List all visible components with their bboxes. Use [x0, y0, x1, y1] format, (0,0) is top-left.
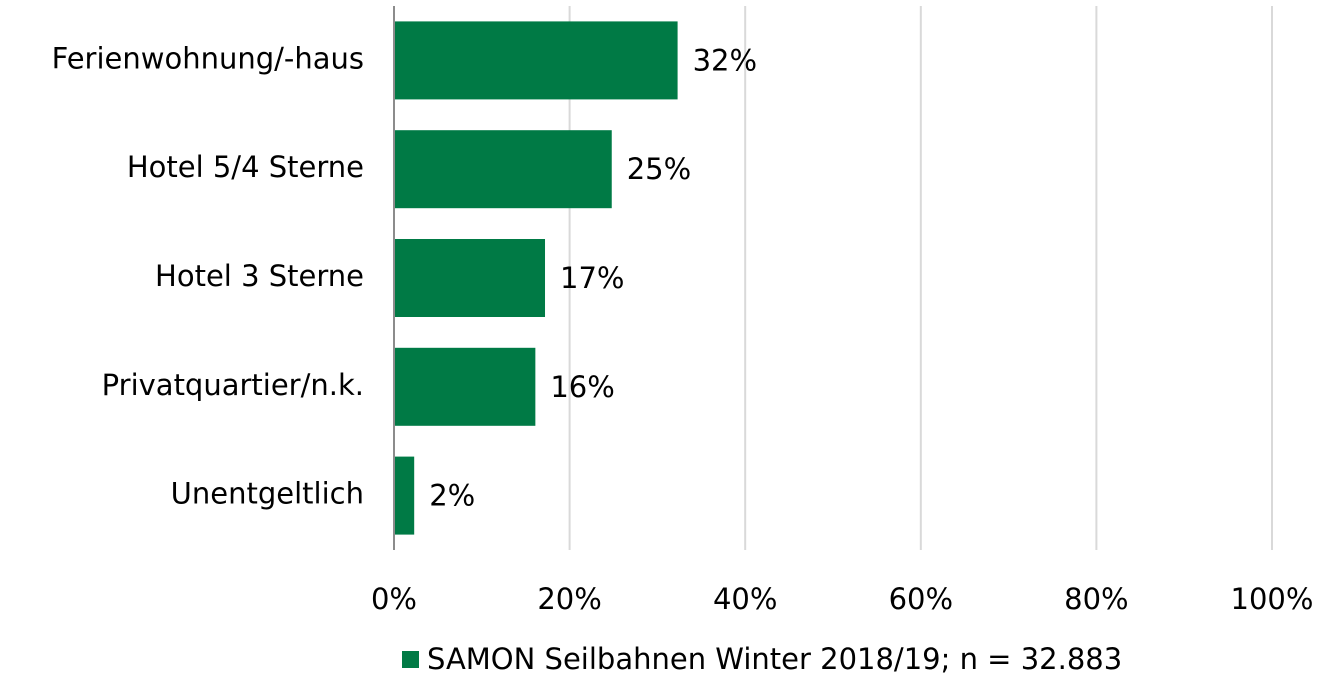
legend-swatch — [402, 651, 419, 668]
data-label: 17% — [560, 261, 624, 295]
x-tick-label: 0% — [371, 582, 417, 616]
y-tick-label: Unentgeltlich — [171, 477, 364, 511]
data-label: 25% — [627, 152, 691, 186]
y-tick-label: Hotel 3 Sterne — [155, 259, 364, 293]
data-label: 16% — [550, 370, 614, 404]
bar — [394, 456, 415, 535]
x-tick-label: 60% — [889, 582, 953, 616]
x-tick-label: 100% — [1231, 582, 1314, 616]
y-tick-label: Privatquartier/n.k. — [102, 368, 364, 402]
bar — [394, 21, 678, 100]
bar — [394, 239, 546, 317]
y-tick-label: Ferienwohnung/-haus — [52, 41, 364, 75]
x-tick-label: 80% — [1064, 582, 1128, 616]
data-label: 32% — [693, 43, 757, 77]
data-label: 2% — [429, 479, 475, 513]
bar — [394, 347, 536, 426]
legend-label: SAMON Seilbahnen Winter 2018/19; n = 32.… — [427, 642, 1122, 676]
y-tick-label: Hotel 5/4 Sterne — [127, 150, 364, 184]
bar — [394, 130, 612, 209]
x-tick-label: 20% — [537, 582, 601, 616]
x-tick-label: 40% — [713, 582, 777, 616]
